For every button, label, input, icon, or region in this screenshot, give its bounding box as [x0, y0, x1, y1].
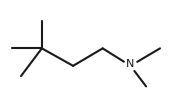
Text: N: N [125, 59, 134, 69]
